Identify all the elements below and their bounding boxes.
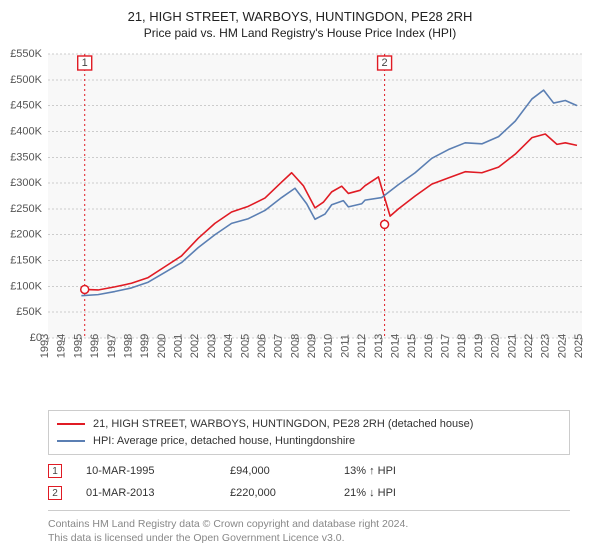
svg-text:2024: 2024 xyxy=(556,334,568,358)
svg-text:£200K: £200K xyxy=(10,229,42,241)
event-price: £94,000 xyxy=(230,465,320,477)
svg-text:2020: 2020 xyxy=(490,334,502,358)
legend-label: 21, HIGH STREET, WARBOYS, HUNTINGDON, PE… xyxy=(93,416,473,433)
footer-note: Contains HM Land Registry data © Crown c… xyxy=(48,510,570,545)
legend-item: 21, HIGH STREET, WARBOYS, HUNTINGDON, PE… xyxy=(57,416,561,433)
event-date: 01-MAR-2013 xyxy=(86,487,206,499)
chart-container: 21, HIGH STREET, WARBOYS, HUNTINGDON, PE… xyxy=(0,0,600,560)
event-badge: 2 xyxy=(48,486,62,500)
event-price: £220,000 xyxy=(230,487,320,499)
legend-label: HPI: Average price, detached house, Hunt… xyxy=(93,433,355,450)
event-badge: 1 xyxy=(48,464,62,478)
event-row: 1 10-MAR-1995 £94,000 13% ↑ HPI xyxy=(48,460,570,482)
events-table: 1 10-MAR-1995 £94,000 13% ↑ HPI 2 01-MAR… xyxy=(48,460,570,504)
svg-text:2009: 2009 xyxy=(306,334,318,358)
svg-text:2013: 2013 xyxy=(373,334,385,358)
svg-text:£300K: £300K xyxy=(10,177,42,189)
svg-text:2007: 2007 xyxy=(273,334,285,358)
svg-text:1996: 1996 xyxy=(89,334,101,358)
svg-text:1994: 1994 xyxy=(56,334,68,358)
legend-item: HPI: Average price, detached house, Hunt… xyxy=(57,433,561,450)
svg-text:2: 2 xyxy=(382,57,388,69)
svg-text:£150K: £150K xyxy=(10,255,42,267)
legend-swatch-property xyxy=(57,423,85,425)
svg-text:£100K: £100K xyxy=(10,280,42,292)
svg-text:2012: 2012 xyxy=(356,334,368,358)
svg-text:2005: 2005 xyxy=(239,334,251,358)
svg-text:2017: 2017 xyxy=(440,334,452,358)
svg-text:1998: 1998 xyxy=(122,334,134,358)
svg-text:2021: 2021 xyxy=(506,334,518,358)
svg-text:2023: 2023 xyxy=(540,334,552,358)
svg-text:1997: 1997 xyxy=(106,334,118,358)
svg-text:2016: 2016 xyxy=(423,334,435,358)
event-delta: 13% ↑ HPI xyxy=(344,465,444,477)
footer-line: Contains HM Land Registry data © Crown c… xyxy=(48,517,570,531)
footer-line: This data is licensed under the Open Gov… xyxy=(48,531,570,545)
svg-text:2008: 2008 xyxy=(289,334,301,358)
svg-text:2018: 2018 xyxy=(456,334,468,358)
svg-text:2022: 2022 xyxy=(523,334,535,358)
svg-text:£500K: £500K xyxy=(10,74,42,86)
svg-text:2014: 2014 xyxy=(389,334,401,358)
svg-text:2002: 2002 xyxy=(189,334,201,358)
svg-text:2006: 2006 xyxy=(256,334,268,358)
price-chart: £0£50K£100K£150K£200K£250K£300K£350K£400… xyxy=(48,48,586,376)
event-date: 10-MAR-1995 xyxy=(86,465,206,477)
svg-text:2004: 2004 xyxy=(223,334,235,358)
svg-text:2010: 2010 xyxy=(323,334,335,358)
legend-swatch-hpi xyxy=(57,440,85,442)
svg-text:£550K: £550K xyxy=(10,48,42,60)
svg-text:2003: 2003 xyxy=(206,334,218,358)
svg-text:1995: 1995 xyxy=(72,334,84,358)
svg-text:2000: 2000 xyxy=(156,334,168,358)
svg-text:£400K: £400K xyxy=(10,125,42,137)
svg-text:2011: 2011 xyxy=(339,334,351,358)
svg-text:2015: 2015 xyxy=(406,334,418,358)
legend-box: 21, HIGH STREET, WARBOYS, HUNTINGDON, PE… xyxy=(48,410,570,455)
chart-subtitle: Price paid vs. HM Land Registry's House … xyxy=(0,26,600,40)
event-row: 2 01-MAR-2013 £220,000 21% ↓ HPI xyxy=(48,482,570,504)
svg-text:1999: 1999 xyxy=(139,334,151,358)
svg-text:£50K: £50K xyxy=(16,306,42,318)
svg-text:1: 1 xyxy=(82,57,88,69)
svg-text:2025: 2025 xyxy=(573,334,585,358)
chart-title: 21, HIGH STREET, WARBOYS, HUNTINGDON, PE… xyxy=(0,0,600,26)
svg-text:£350K: £350K xyxy=(10,151,42,163)
event-delta: 21% ↓ HPI xyxy=(344,487,444,499)
svg-text:1993: 1993 xyxy=(39,334,51,358)
svg-text:£250K: £250K xyxy=(10,203,42,215)
svg-text:2001: 2001 xyxy=(173,334,185,358)
svg-text:2019: 2019 xyxy=(473,334,485,358)
svg-text:£450K: £450K xyxy=(10,100,42,112)
